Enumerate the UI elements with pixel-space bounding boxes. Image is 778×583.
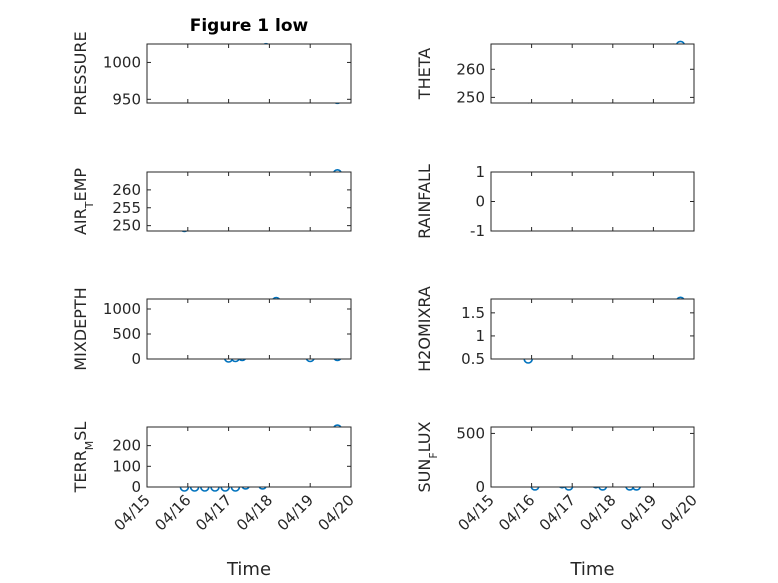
subplot-theta: 250 260 THETA [415,40,695,106]
y-tick-label: 0 [131,350,141,368]
subplot-mixdepth: 0 500 1000 MIXDEPTH [71,287,352,371]
y-tick-label: -1 [470,222,485,240]
y-tick-label: 0 [475,193,485,211]
x-tick-label: 04/15 [455,491,498,534]
y-tick-label: 1.5 [461,304,485,322]
axes-box [490,426,695,488]
y-axis-label: H2OMIXRA [415,286,434,372]
axes-box [490,298,695,360]
y-tick-label: 1000 [103,300,141,318]
x-tick-label: 04/18 [576,491,619,534]
y-tick-label: 1 [475,163,485,181]
x-tick-label: 04/18 [233,491,276,534]
y-tick-label: 260 [456,60,485,78]
y-axis-label: AIRTEMP [71,168,96,235]
y-tick-label: 260 [112,181,141,199]
subplot-h2omixra: 0.5 1 1.5 H2OMIXRA [415,286,695,372]
y-tick-label: 0.5 [461,350,485,368]
y-tick-label: 250 [456,88,485,106]
subplot-rainfall: -1 0 1 RAINFALL [415,163,695,240]
y-tick-label: 1000 [103,53,141,71]
x-tick-label: 04/17 [192,491,235,534]
axes-box [146,298,352,360]
axes-box [146,426,352,488]
axes-box [490,171,695,232]
y-axis-label: SUNFLUX [415,421,440,492]
y-tick-label: 0 [475,478,485,496]
y-axis-label: THETA [415,48,434,100]
x-tick-label: 04/20 [658,491,701,534]
x-axis-label: Time [226,559,271,580]
chart-title: Figure 1 low [190,16,309,36]
x-tick-label: 04/19 [274,491,317,534]
y-tick-label: 100 [112,457,141,475]
x-tick-label: 04/16 [495,491,538,534]
y-tick-label: 250 [112,217,141,235]
x-tick-label: 04/20 [315,491,358,534]
axes-box [146,43,352,104]
y-tick-label: 500 [112,325,141,343]
subplot-pressure: 950 1000 PRESSURE Figure 1 low [71,16,352,116]
y-tick-label: 1 [475,327,485,345]
y-tick-label: 500 [456,424,485,442]
axes-box [490,43,695,104]
y-axis-label: TERRMSL [71,422,96,494]
x-tick-label: 04/16 [151,491,194,534]
y-tick-label: 950 [112,90,141,108]
x-tick-label: 04/15 [111,491,154,534]
x-tick-label: 04/17 [536,491,579,534]
y-axis-label: RAINFALL [415,164,434,239]
axes-box [146,171,352,232]
y-axis-label: PRESSURE [71,31,90,115]
x-axis-label: Time [569,559,614,580]
y-tick-label: 200 [112,437,141,455]
y-tick-label: 0 [131,478,141,496]
x-tick-label: 04/19 [617,491,660,534]
y-tick-label: 255 [112,199,141,217]
y-axis-label: MIXDEPTH [71,287,90,370]
